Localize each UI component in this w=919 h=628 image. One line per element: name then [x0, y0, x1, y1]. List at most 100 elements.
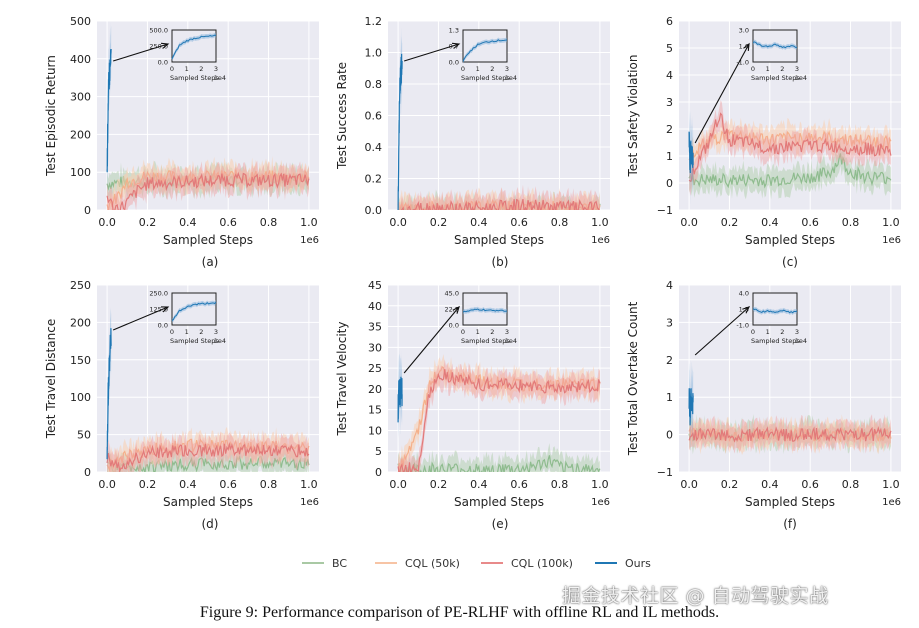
zoom-arrow-head: [452, 305, 460, 314]
zoom-arrow-line: [112, 306, 169, 331]
x-tick-label: 0.2: [139, 478, 157, 491]
zoom-arrow-head: [742, 306, 751, 314]
inset-y-tick: 250.0: [149, 290, 168, 298]
x-offset-text: 1e6: [882, 497, 901, 508]
zoom-arrow-head: [160, 306, 170, 313]
inset-x-tick: 2: [490, 65, 494, 73]
y-tick-label: 0.8: [365, 78, 383, 91]
y-tick-label: 4: [666, 279, 673, 292]
y-tick-label: 30: [368, 341, 382, 354]
x-tick-label: 0.4: [470, 478, 488, 491]
chart-panel-3: −1 0 1 2 3 4 5 6 0.0 0.2 0.4 0.6 0.8 1.0 Sampled Steps…: [626, 15, 901, 247]
inset-x-tick: 1: [766, 65, 770, 73]
y-tick-label: 500: [70, 15, 91, 28]
inset-y-tick: 22.5: [445, 306, 459, 314]
y-tick-label: 10: [368, 424, 382, 437]
x-tick-label: 0.4: [761, 478, 779, 491]
y-tick-label: 0.4: [365, 141, 383, 154]
inset-y-tick: 45.0: [445, 290, 459, 298]
x-tick-label: 1.0: [882, 216, 900, 229]
inset-x-tick: 0: [461, 65, 465, 73]
legend-swatch-ours: [595, 562, 617, 564]
panel-label-f: (f): [783, 517, 797, 531]
y-tick-label: 150: [70, 354, 91, 367]
inset-y-tick: 0.0: [449, 59, 459, 67]
y-tick-label: 5: [666, 42, 673, 55]
inset-x-label: Sampled Steps: [461, 74, 510, 82]
inset-frame: [171, 292, 217, 326]
y-axis-label: Test Travel Velocity: [335, 321, 349, 436]
y-tick-label: 0: [84, 466, 91, 479]
y-axis-label: Test Total Overtake Count: [626, 301, 640, 456]
inset-y-tick: 125.0: [149, 306, 168, 314]
y-tick-label: 0.0: [365, 204, 383, 217]
y-tick-label: 6: [666, 15, 673, 28]
series-line-ours: [106, 48, 112, 173]
series-band-cql-50k: [107, 156, 309, 210]
watermark: 掘金技术社区 @ 自动驾驶实战: [562, 585, 829, 607]
inset-y-tick: 0.0: [158, 59, 168, 67]
legend-label-cql50k: CQL (50k): [405, 556, 460, 570]
inset-x-tick: 3: [505, 328, 509, 336]
inset-y-tick: 1.3: [449, 27, 459, 35]
inset-x-tick: 3: [214, 65, 218, 73]
inset-x-offset: 1e4: [505, 74, 517, 82]
y-tick-label: 0: [84, 204, 91, 217]
zoom-arrow-line: [112, 43, 169, 62]
y-axis-label: Test Safety Violation: [626, 55, 640, 178]
zoom-arrow-line: [694, 43, 750, 144]
x-tick-label: 0.6: [219, 478, 237, 491]
series-line-cql-100k: [688, 426, 892, 443]
x-tick-label: 0.2: [721, 478, 739, 491]
x-axis-label: Sampled Steps: [454, 233, 544, 247]
x-offset-text: 1e6: [591, 235, 610, 246]
zoom-arrow-head: [160, 42, 170, 49]
inset-x-offset: 1e4: [214, 74, 226, 82]
series-line-cql-100k: [106, 171, 310, 210]
x-tick-label: 0.4: [179, 216, 197, 229]
inset-x-offset: 1e4: [795, 74, 807, 82]
inset-x-tick: 2: [199, 65, 203, 73]
x-axis-label: Sampled Steps: [454, 495, 544, 509]
series-line-ours: [397, 53, 403, 210]
y-tick-label: −1: [657, 204, 673, 217]
x-tick-label: 0.6: [510, 216, 528, 229]
inset-frame: [462, 292, 508, 326]
panel-label-b: (b): [491, 255, 509, 269]
y-tick-label: 250: [70, 279, 91, 292]
zoom-arrow-line: [694, 306, 750, 356]
y-tick-label: 1: [666, 150, 673, 163]
inset-band: [172, 299, 216, 323]
y-tick-label: 45: [368, 279, 382, 292]
series-group: [688, 358, 892, 455]
legend: BC CQL (50k) CQL (100k) Ours: [0, 554, 919, 572]
legend-item-bc: BC: [302, 554, 347, 572]
x-tick-label: 0.4: [179, 478, 197, 491]
legend-swatch-cql100k: [481, 562, 503, 564]
x-tick-label: 0.6: [510, 478, 528, 491]
series-line-ours: [688, 131, 694, 174]
inset-line: [462, 308, 508, 313]
inset-x-label: Sampled Steps: [751, 74, 800, 82]
inset-x-tick: 3: [214, 328, 218, 336]
y-tick-label: 400: [70, 53, 91, 66]
y-tick-label: 40: [368, 300, 382, 313]
y-tick-label: 20: [368, 383, 382, 396]
inset-x-offset: 1e4: [214, 337, 226, 345]
inset-x-tick: 1: [476, 328, 480, 336]
figure-caption: Figure 9: Performance comparison of PE-R…: [199, 604, 720, 621]
series-line-ours: [688, 388, 694, 426]
x-tick-label: 0.0: [98, 478, 116, 491]
y-tick-label: 0.2: [365, 173, 383, 186]
legend-label-cql100k: CQL (100k): [511, 556, 573, 570]
x-axis-label: Sampled Steps: [745, 233, 835, 247]
panel-label-c: (c): [782, 255, 798, 269]
inset-x-label: Sampled Steps: [170, 337, 219, 345]
legend-label-ours: Ours: [625, 556, 651, 570]
y-tick-label: 0: [375, 466, 382, 479]
inset-x-tick: 3: [505, 65, 509, 73]
